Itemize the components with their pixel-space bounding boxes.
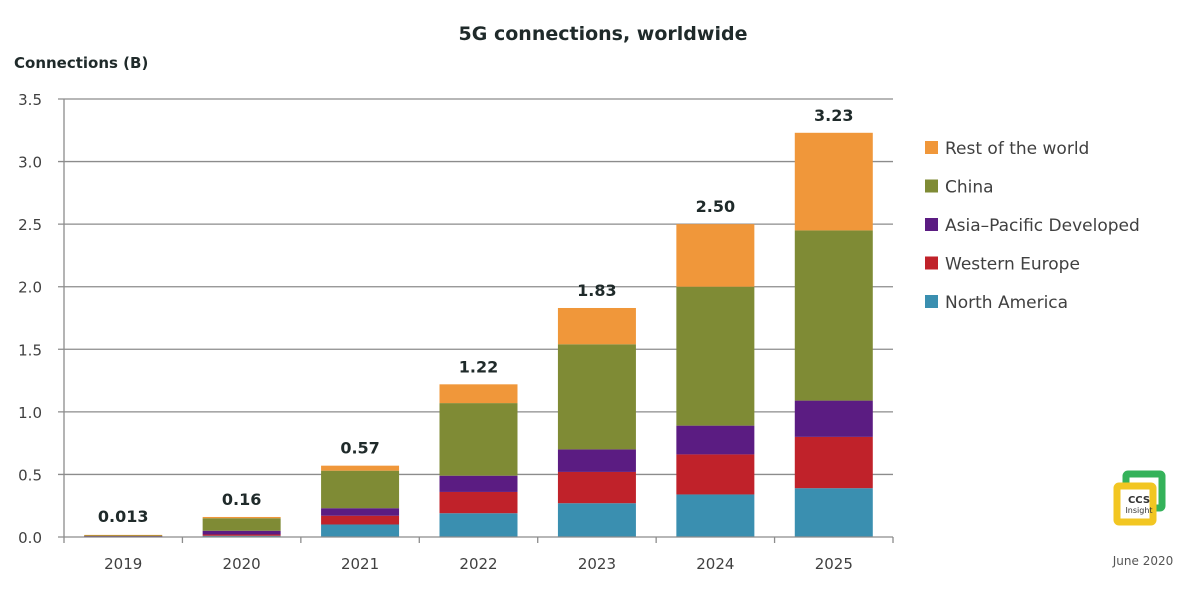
x-tick-label: 2024 <box>696 555 734 573</box>
y-axis-label: Connections (B) <box>14 54 148 72</box>
x-tick-label: 2019 <box>104 555 142 573</box>
legend-swatch <box>925 141 938 154</box>
bar-segment-asia-pacific-developed-2019 <box>84 535 163 537</box>
y-tick-label: 3.0 <box>18 154 42 172</box>
bar-segment-western-europe-2024 <box>676 454 755 495</box>
bar-segment-western-europe-2023 <box>557 471 636 504</box>
legend-label: China <box>945 178 994 198</box>
legend-label: North America <box>945 293 1068 313</box>
bar-segment-china-2020 <box>202 518 281 531</box>
bar-stack-2023 <box>557 307 636 537</box>
bar-segment-china-2021 <box>321 470 400 509</box>
legend-label: Asia–Pacific Developed <box>945 216 1140 236</box>
x-tick-label: 2023 <box>578 555 616 573</box>
logo-yellow-frame <box>1113 482 1157 526</box>
x-axis-ticks: 2019 2020 2021 2022 2023 2024 2025 <box>104 555 853 573</box>
date-note: June 2020 <box>1112 554 1174 568</box>
total-label: 0.16 <box>222 490 261 509</box>
gridlines <box>58 98 893 476</box>
axes <box>58 99 894 543</box>
legend-item-asia-pacific-developed: Asia–Pacific Developed <box>925 216 1140 236</box>
bar-segment-western-europe-2021 <box>321 515 400 525</box>
legend-swatch <box>925 179 938 193</box>
bar-stack-2022 <box>439 384 518 537</box>
bar-segment-rest-of-the-world-2020 <box>202 516 281 519</box>
bar-segment-rest-of-the-world-2019 <box>84 534 163 536</box>
bar-segment-china-2023 <box>557 344 636 450</box>
total-labels: 0.013 0.16 0.57 1.22 1.83 2.50 3.23 <box>98 106 854 526</box>
y-tick-label: 0.0 <box>18 529 42 547</box>
ccs-insight-logo: CCS Insight <box>1113 470 1166 526</box>
bar-segment-rest-of-the-world-2024 <box>676 224 755 287</box>
bar-segment-rest-of-the-world-2022 <box>439 384 518 404</box>
bar-stack-2025 <box>794 132 873 537</box>
bar-segment-north-america-2022 <box>439 513 518 537</box>
total-label: 2.50 <box>696 197 735 216</box>
total-label: 1.83 <box>577 281 616 300</box>
x-tick-label: 2020 <box>223 555 261 573</box>
chart-title: 5G connections, worldwide <box>459 23 748 45</box>
bar-segment-china-2019 <box>84 535 163 537</box>
bar-segment-asia-pacific-developed-2021 <box>321 508 400 516</box>
y-tick-label: 2.0 <box>18 279 42 297</box>
bar-segment-rest-of-the-world-2025 <box>794 132 873 231</box>
bar-segment-north-america-2023 <box>557 503 636 537</box>
bar-segment-western-europe-2025 <box>794 436 873 489</box>
bar-segment-north-america-2024 <box>676 494 755 537</box>
legend-label: Western Europe <box>945 255 1080 275</box>
legend-swatch <box>925 256 938 270</box>
y-axis-ticks: 0.0 0.5 1.0 1.5 2.0 2.5 3.0 3.5 <box>18 91 42 547</box>
bar-segment-north-america-2025 <box>794 488 873 537</box>
y-tick-label: 2.5 <box>18 216 42 234</box>
bars <box>84 132 873 537</box>
bar-segment-north-america-2021 <box>321 524 400 537</box>
bar-segment-western-europe-2020 <box>202 534 281 536</box>
logo-text-ccs: CCS <box>1128 495 1150 506</box>
bar-segment-china-2025 <box>794 230 873 401</box>
bar-segment-china-2022 <box>439 403 518 476</box>
total-label: 0.013 <box>98 507 149 526</box>
legend-swatch <box>925 295 938 308</box>
legend: Rest of the world China Asia–Pacific Devel… <box>925 139 1140 313</box>
legend-item-north-america: North America <box>925 293 1068 313</box>
logo-text-insight: Insight <box>1125 506 1152 515</box>
bar-stack-2024 <box>676 224 755 537</box>
legend-label: Rest of the world <box>945 139 1089 159</box>
bar-segment-western-europe-2022 <box>439 491 518 514</box>
legend-item-rest-of-the-world: Rest of the world <box>925 139 1089 159</box>
legend-item-western-europe: Western Europe <box>925 255 1080 275</box>
bar-segment-asia-pacific-developed-2025 <box>794 400 873 437</box>
bar-segment-asia-pacific-developed-2024 <box>676 425 755 455</box>
y-tick-label: 1.5 <box>18 341 42 359</box>
y-tick-label: 3.5 <box>18 91 42 109</box>
bar-segment-china-2024 <box>676 286 755 426</box>
x-tick-label: 2021 <box>341 555 379 573</box>
bar-stack-2020 <box>202 516 281 537</box>
bar-segment-asia-pacific-developed-2023 <box>557 449 636 472</box>
bar-segment-rest-of-the-world-2021 <box>321 465 400 471</box>
x-tick-label: 2025 <box>815 555 853 573</box>
legend-item-china: China <box>925 178 994 198</box>
y-tick-label: 1.0 <box>18 404 42 422</box>
x-tick-label: 2022 <box>459 555 497 573</box>
bar-segment-asia-pacific-developed-2020 <box>202 530 281 535</box>
total-label: 3.23 <box>814 106 853 125</box>
y-tick-label: 0.5 <box>18 466 42 484</box>
total-label: 1.22 <box>459 357 498 376</box>
bar-stack-2021 <box>321 465 400 537</box>
total-label: 0.57 <box>340 439 379 458</box>
bar-segment-rest-of-the-world-2023 <box>557 307 636 345</box>
legend-swatch <box>925 218 938 231</box>
bar-segment-asia-pacific-developed-2022 <box>439 475 518 492</box>
